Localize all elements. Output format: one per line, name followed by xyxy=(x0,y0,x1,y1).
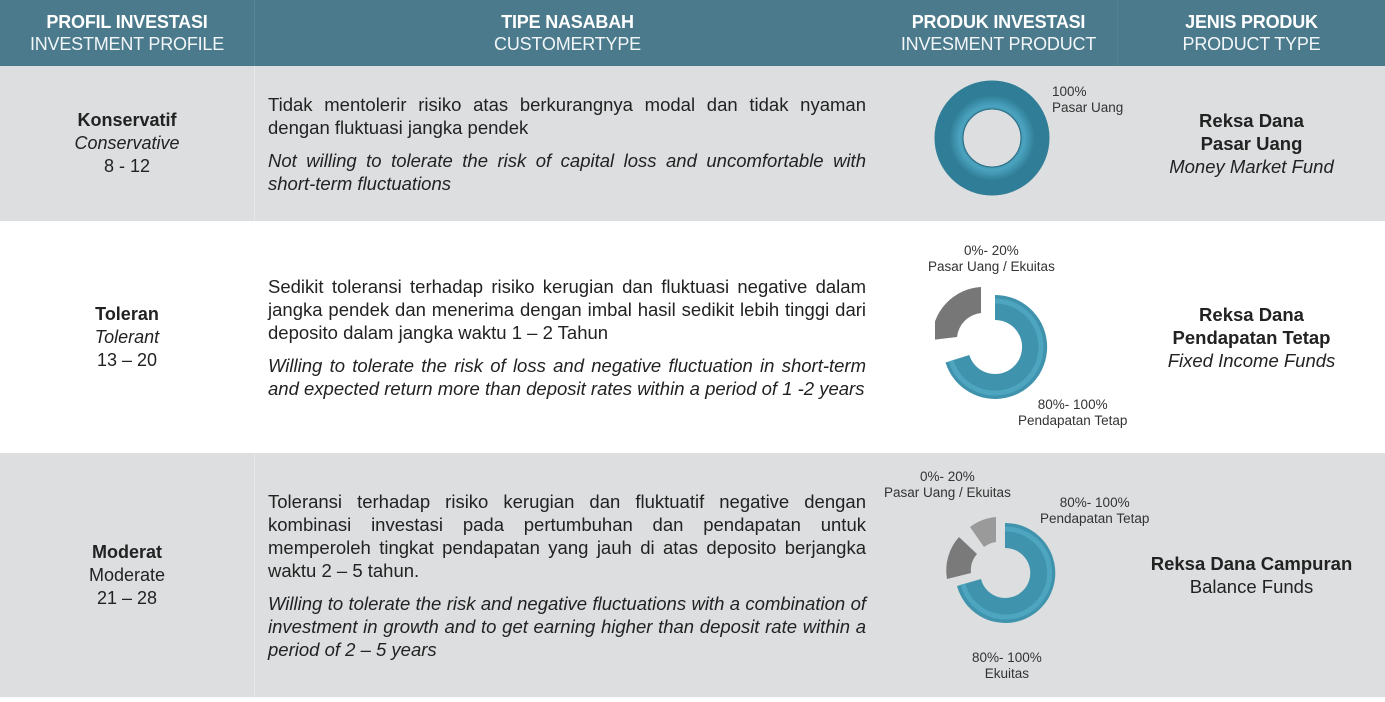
product-chart-cell: 0%- 20% Pasar Uang / Ekuitas 80%- 100% P… xyxy=(880,221,1127,453)
product-chart-cell: 100% Pasar Uang xyxy=(880,66,1123,221)
profile-name-en: Moderate xyxy=(88,564,166,585)
table-row-tolerant: Toleran Tolerant 13 – 20 Sedikit toleran… xyxy=(0,221,1385,453)
product-type-en: Balance Funds xyxy=(1189,576,1314,597)
product-type-line1: Reksa Dana xyxy=(1199,110,1304,131)
header-investment-profile: PROFIL INVESTASI INVESTMENT PROFILE xyxy=(0,0,255,66)
description-en: Willing to tolerate the risk of loss and… xyxy=(268,354,866,399)
header-investment-product: PRODUK INVESTASI INVESMENT PRODUCT xyxy=(880,0,1118,66)
chart-label-pct: 0%- 20% xyxy=(964,243,1019,258)
header-main: PRODUK INVESTASI xyxy=(911,12,1086,32)
chart-label-name: Pasar Uang / Ekuitas xyxy=(884,485,1011,500)
chart-label: 80%- 100% Pendapatan Tetap xyxy=(1018,397,1127,429)
chart-label-name: Pasar Uang xyxy=(1052,100,1124,115)
table-header: PROFIL INVESTASI INVESTMENT PROFILE TIPE… xyxy=(0,0,1385,66)
header-sub: INVESMENT PRODUCT xyxy=(900,34,1097,54)
product-type-line1: Reksa Dana Campuran xyxy=(1150,553,1353,574)
chart-label-pct: 80%- 100% xyxy=(1059,495,1130,510)
header-sub: CUSTOMERTYPE xyxy=(494,34,641,54)
chart-label-name: Pendapatan Tetap xyxy=(1040,511,1150,526)
description-id: Sedikit toleransi terhadap risiko kerugi… xyxy=(268,275,866,343)
chart-label: 0%- 20% Pasar Uang / Ekuitas xyxy=(884,469,1011,501)
description-cell: Tidak mentolerir risiko atas berkurangny… xyxy=(255,66,880,221)
header-product-type: JENIS PRODUK PRODUCT TYPE xyxy=(1118,0,1385,66)
profile-name: Moderat xyxy=(91,541,162,562)
product-type-cell: Reksa Dana Campuran Balance Funds xyxy=(1118,453,1385,697)
chart-label-name: Pasar Uang / Ekuitas xyxy=(928,259,1055,274)
header-main: PROFIL INVESTASI xyxy=(46,12,208,32)
chart-label: 80%- 100% Pendapatan Tetap xyxy=(1040,495,1149,527)
chart-label-pct: 100% xyxy=(1052,84,1087,99)
description-en: Not willing to tolerate the risk of capi… xyxy=(268,149,866,194)
header-sub: INVESTMENT PROFILE xyxy=(29,34,225,54)
product-type-cell: Reksa Dana Pendapatan Tetap Fixed Income… xyxy=(1118,221,1385,453)
profile-score-range: 21 – 28 xyxy=(96,587,158,608)
chart-label-pct: 80%- 100% xyxy=(1037,397,1108,412)
profile-cell: Toleran Tolerant 13 – 20 xyxy=(0,221,255,453)
table-row-moderate: Moderat Moderate 21 – 28 Toleransi terha… xyxy=(0,453,1385,697)
description-id: Tidak mentolerir risiko atas berkurangny… xyxy=(268,93,866,138)
profile-cell: Moderat Moderate 21 – 28 xyxy=(0,453,255,697)
table-row-conservative: Konservatif Conservative 8 - 12 Tidak me… xyxy=(0,66,1385,221)
profile-name-en: Tolerant xyxy=(94,326,160,347)
product-type-en: Money Market Fund xyxy=(1169,156,1334,177)
description-cell: Sedikit toleransi terhadap risiko kerugi… xyxy=(255,221,880,453)
header-main: JENIS PRODUK xyxy=(1185,12,1318,32)
description-id: Toleransi terhadap risiko kerugian dan f… xyxy=(268,490,866,581)
product-type-cell: Reksa Dana Pasar Uang Money Market Fund xyxy=(1118,66,1385,221)
chart-label: 80%- 100% Ekuitas xyxy=(972,650,1042,682)
profile-name: Konservatif xyxy=(77,110,177,130)
product-chart-cell: 0%- 20% Pasar Uang / Ekuitas 80%- 100% P… xyxy=(880,453,1149,697)
header-sub: PRODUCT TYPE xyxy=(1182,34,1321,54)
chart-label-pct: 80%- 100% xyxy=(972,650,1042,665)
donut-chart-balanced xyxy=(946,517,1056,623)
product-type-line1: Reksa Dana xyxy=(1199,303,1304,325)
profile-name-en: Conservative xyxy=(74,133,180,153)
chart-label-pct: 0%- 20% xyxy=(920,469,975,484)
product-type-line2: Pendapatan Tetap xyxy=(1172,326,1331,348)
profile-cell: Konservatif Conservative 8 - 12 xyxy=(0,66,255,221)
profile-score-range: 13 – 20 xyxy=(96,349,158,370)
product-type-en: Fixed Income Funds xyxy=(1167,349,1336,371)
chart-label-name: Ekuitas xyxy=(984,666,1030,681)
profile-score-range: 8 - 12 xyxy=(103,156,151,176)
description-en: Willing to tolerate the risk and negativ… xyxy=(268,592,866,660)
donut-chart-fixed-income xyxy=(935,287,1048,399)
header-customer-type: TIPE NASABAH CUSTOMERTYPE xyxy=(255,0,880,66)
description-cell: Toleransi terhadap risiko kerugian dan f… xyxy=(255,453,880,697)
product-type-line2: Pasar Uang xyxy=(1200,133,1303,154)
header-main: TIPE NASABAH xyxy=(501,12,634,32)
chart-label: 100% Pasar Uang xyxy=(1052,84,1123,116)
chart-label: 0%- 20% Pasar Uang / Ekuitas xyxy=(928,243,1055,275)
donut-chart-money-market xyxy=(934,80,1050,196)
profile-name: Toleran xyxy=(95,303,159,324)
chart-label-name: Pendapatan Tetap xyxy=(1018,413,1128,428)
